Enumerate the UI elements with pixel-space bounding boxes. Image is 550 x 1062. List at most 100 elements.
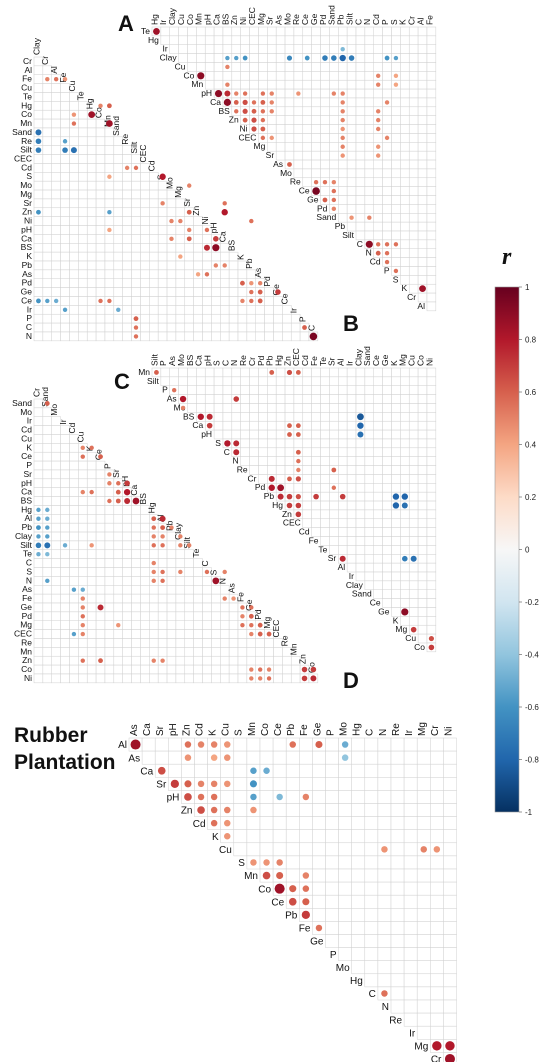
grid-cell xyxy=(193,602,203,613)
grid-cell xyxy=(69,531,79,542)
grid-cell xyxy=(78,296,88,306)
grid-cell xyxy=(157,585,168,595)
grid-cell xyxy=(211,647,221,657)
column-label: Mg xyxy=(173,186,183,198)
correlation-dot xyxy=(197,741,205,748)
grid-cell xyxy=(417,44,428,54)
grid-cell xyxy=(302,376,312,386)
grid-cell xyxy=(184,593,194,604)
column-label: Mn xyxy=(194,13,204,25)
grid-cell xyxy=(311,35,321,45)
grid-cell xyxy=(373,26,383,37)
grid-cell xyxy=(113,664,123,675)
grid-cell xyxy=(33,331,44,342)
grid-cell xyxy=(149,207,159,217)
grid-cell xyxy=(86,163,97,173)
grid-cell xyxy=(113,189,123,200)
grid-cell xyxy=(373,438,383,449)
grid-cell xyxy=(426,465,437,475)
grid-cell xyxy=(293,403,304,413)
grid-cell xyxy=(391,509,401,520)
grid-cell xyxy=(364,88,375,99)
grid-cell xyxy=(86,673,97,684)
grid-cell xyxy=(346,483,357,493)
grid-cell xyxy=(400,456,410,466)
grid-cell xyxy=(325,803,339,817)
grid-cell xyxy=(193,225,203,235)
grid-cell xyxy=(131,647,141,657)
grid-cell xyxy=(382,491,392,502)
row-label: P xyxy=(162,385,168,395)
grid-cell xyxy=(228,296,239,306)
grid-cell xyxy=(272,816,287,830)
grid-cell xyxy=(430,855,444,870)
grid-cell xyxy=(299,855,313,870)
grid-cell xyxy=(346,97,357,108)
row-label: CEC xyxy=(14,629,32,639)
column-label: As xyxy=(253,268,263,278)
grid-cell xyxy=(408,257,419,267)
grid-cell xyxy=(104,531,115,542)
grid-cell xyxy=(104,243,115,253)
column-label: Al xyxy=(49,66,59,74)
grid-cell xyxy=(187,385,197,395)
column-label: Zn xyxy=(191,205,201,215)
grid-cell xyxy=(104,136,115,146)
grid-cell xyxy=(104,522,115,533)
grid-cell xyxy=(86,647,97,657)
grid-cell xyxy=(42,567,52,577)
grid-cell xyxy=(60,287,70,297)
grid-cell xyxy=(391,483,401,493)
grid-cell xyxy=(51,92,61,102)
correlation-dot xyxy=(296,91,301,96)
correlation-dot xyxy=(210,819,218,827)
grid-cell xyxy=(426,394,437,404)
correlation-dot xyxy=(410,555,417,562)
grid-cell xyxy=(42,180,52,191)
grid-cell xyxy=(364,204,375,214)
grid-cell xyxy=(272,777,287,791)
grid-cell xyxy=(302,447,312,457)
grid-cell xyxy=(211,602,221,613)
column-label: Hg xyxy=(352,723,363,736)
grid-cell xyxy=(237,655,248,666)
row-label: Ni xyxy=(24,216,32,226)
grid-cell xyxy=(408,230,419,241)
correlation-dot xyxy=(184,754,192,761)
grid-cell xyxy=(403,763,418,778)
grid-cell xyxy=(373,527,383,537)
grid-cell xyxy=(33,83,44,93)
grid-cell xyxy=(285,816,300,830)
correlation-dot xyxy=(295,502,302,509)
correlation-dot xyxy=(178,218,183,224)
grid-cell xyxy=(272,763,287,778)
grid-cell xyxy=(417,376,428,386)
grid-cell xyxy=(320,483,330,493)
grid-cell xyxy=(51,638,61,648)
grid-cell xyxy=(338,868,352,883)
grid-cell xyxy=(417,35,428,45)
grid-cell xyxy=(51,198,61,209)
column-label: Sr xyxy=(327,357,337,366)
grid-cell xyxy=(391,518,401,528)
row-label: Hg xyxy=(350,976,363,987)
grid-cell xyxy=(157,620,168,630)
grid-cell xyxy=(104,673,115,684)
grid-cell xyxy=(33,602,44,613)
grid-cell xyxy=(33,269,44,280)
grid-cell xyxy=(60,118,70,129)
grid-cell xyxy=(430,986,444,1001)
grid-cell xyxy=(364,790,379,804)
correlation-dot xyxy=(204,569,210,575)
grid-cell xyxy=(417,213,428,223)
grid-cell xyxy=(346,106,357,116)
grid-cell xyxy=(213,376,224,386)
grid-cell xyxy=(33,154,44,164)
grid-cell xyxy=(51,172,61,182)
grid-cell xyxy=(364,947,379,961)
grid-cell xyxy=(33,407,44,417)
grid-cell xyxy=(122,549,132,559)
grid-cell xyxy=(131,673,141,684)
grid-cell xyxy=(249,394,259,404)
grid-cell xyxy=(166,620,177,630)
